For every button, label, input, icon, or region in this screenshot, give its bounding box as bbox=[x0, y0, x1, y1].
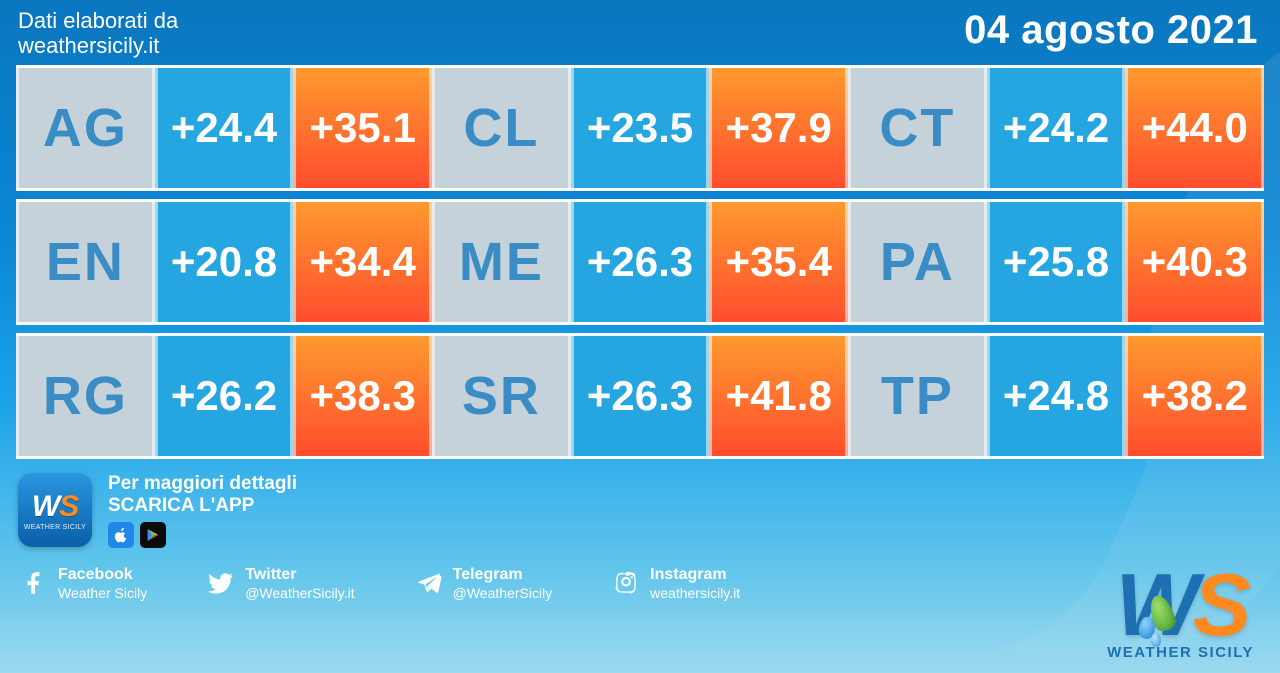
grid-row: AG+24.4+35.1CL+23.5+37.9CT+24.2+44.0 bbox=[16, 65, 1264, 191]
social-twitter[interactable]: Twitter@WeatherSicily.it bbox=[207, 566, 354, 600]
twitter-icon bbox=[207, 569, 235, 597]
social-telegram[interactable]: Telegram@WeatherSicily bbox=[415, 566, 553, 600]
max-temp: +44.0 bbox=[1125, 68, 1264, 188]
instagram-icon bbox=[612, 569, 640, 597]
app-promo-text: Per maggiori dettagli SCARICA L'APP bbox=[108, 473, 297, 549]
footer: WS WEATHER SICILY Per maggiori dettagli … bbox=[0, 459, 1280, 611]
social-instagram[interactable]: Instagramweathersicily.it bbox=[612, 566, 740, 600]
min-temp: +23.5 bbox=[571, 68, 710, 188]
min-temp: +26.3 bbox=[571, 336, 710, 456]
social-name: Twitter bbox=[245, 566, 354, 584]
province-code: AG bbox=[16, 68, 155, 188]
app-promo: WS WEATHER SICILY Per maggiori dettagli … bbox=[18, 473, 1262, 549]
max-temp: +38.3 bbox=[293, 336, 432, 456]
min-temp: +26.3 bbox=[571, 202, 710, 322]
min-temp: +25.8 bbox=[987, 202, 1126, 322]
province-code: SR bbox=[432, 336, 571, 456]
social-name: Instagram bbox=[650, 566, 740, 584]
header: Dati elaborati da weathersicily.it 04 ag… bbox=[0, 0, 1280, 65]
social-links: FacebookWeather SicilyTwitter@WeatherSic… bbox=[18, 566, 1262, 600]
promo-line2: SCARICA L'APP bbox=[108, 495, 297, 518]
min-temp: +24.8 bbox=[987, 336, 1126, 456]
social-handle: @WeatherSicily.it bbox=[245, 585, 354, 601]
credit-line1: Dati elaborati da bbox=[18, 8, 178, 33]
credit-source: weathersicily.it bbox=[18, 33, 178, 58]
province-code: TP bbox=[848, 336, 987, 456]
brand-logo: WS WEATHER SICILY bbox=[1107, 570, 1254, 661]
temperature-grid: AG+24.4+35.1CL+23.5+37.9CT+24.2+44.0EN+2… bbox=[0, 65, 1280, 459]
social-handle: Weather Sicily bbox=[58, 585, 147, 601]
playstore-icon[interactable] bbox=[140, 522, 166, 548]
social-handle: weathersicily.it bbox=[650, 585, 740, 601]
telegram-icon bbox=[415, 569, 443, 597]
social-name: Facebook bbox=[58, 566, 147, 584]
max-temp: +38.2 bbox=[1125, 336, 1264, 456]
province-code: EN bbox=[16, 202, 155, 322]
max-temp: +37.9 bbox=[709, 68, 848, 188]
min-temp: +24.4 bbox=[155, 68, 294, 188]
social-facebook[interactable]: FacebookWeather Sicily bbox=[20, 566, 147, 600]
app-icon[interactable]: WS WEATHER SICILY bbox=[18, 473, 92, 547]
max-temp: +40.3 bbox=[1125, 202, 1264, 322]
social-handle: @WeatherSicily bbox=[453, 585, 553, 601]
promo-line1: Per maggiori dettagli bbox=[108, 473, 297, 496]
date-label: 04 agosto 2021 bbox=[964, 8, 1258, 53]
max-temp: +35.1 bbox=[293, 68, 432, 188]
min-temp: +20.8 bbox=[155, 202, 294, 322]
province-code: PA bbox=[848, 202, 987, 322]
max-temp: +34.4 bbox=[293, 202, 432, 322]
min-temp: +24.2 bbox=[987, 68, 1126, 188]
grid-row: EN+20.8+34.4ME+26.3+35.4PA+25.8+40.3 bbox=[16, 199, 1264, 325]
social-name: Telegram bbox=[453, 566, 553, 584]
appstore-icon[interactable] bbox=[108, 522, 134, 548]
credit-block: Dati elaborati da weathersicily.it bbox=[18, 8, 178, 59]
app-icon-subtext: WEATHER SICILY bbox=[24, 524, 86, 531]
grid-row: RG+26.2+38.3SR+26.3+41.8TP+24.8+38.2 bbox=[16, 333, 1264, 459]
min-temp: +26.2 bbox=[155, 336, 294, 456]
max-temp: +41.8 bbox=[709, 336, 848, 456]
province-code: CL bbox=[432, 68, 571, 188]
max-temp: +35.4 bbox=[709, 202, 848, 322]
province-code: CT bbox=[848, 68, 987, 188]
province-code: ME bbox=[432, 202, 571, 322]
brand-name: WEATHER SICILY bbox=[1107, 644, 1254, 661]
facebook-icon bbox=[20, 569, 48, 597]
store-badges bbox=[108, 522, 297, 548]
province-code: RG bbox=[16, 336, 155, 456]
